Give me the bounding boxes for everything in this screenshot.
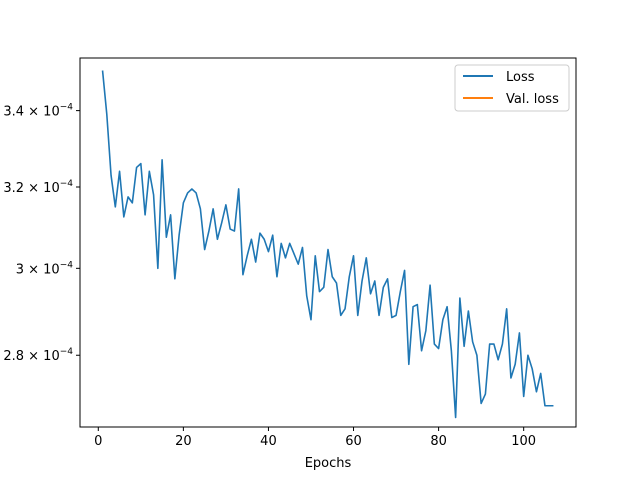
y-tick-label: 3.2 × 10−4: [3, 179, 73, 196]
series-line-loss: [101, 70, 554, 419]
series-layer: [101, 70, 554, 419]
x-tick-label: 100: [511, 434, 536, 449]
legend-label-loss: Loss: [506, 70, 535, 85]
x-axis-label: Epochs: [305, 456, 352, 471]
x-tick-label: 80: [430, 434, 447, 449]
x-tick-label: 20: [175, 434, 192, 449]
x-tick-label: 60: [345, 434, 362, 449]
y-tick-label: 3.4 × 10−4: [3, 103, 73, 120]
y-axis-ticks: 2.8 × 10−4 3 × 10−4 3.2 × 10−4 3.4 × 10−4: [3, 103, 80, 364]
plot-area: [80, 58, 576, 427]
legend-label-val-loss: Val. loss: [506, 92, 559, 107]
y-tick-label: 2.8 × 10−4: [3, 347, 73, 364]
y-tick-label: 3 × 10−4: [16, 260, 74, 277]
legend: Loss Val. loss: [454, 64, 570, 112]
x-tick-label: 0: [94, 434, 102, 449]
plot-frame: [79, 57, 577, 428]
x-axis-ticks: 0 20 40 60 80 100: [94, 427, 536, 449]
x-tick-label: 40: [260, 434, 277, 449]
